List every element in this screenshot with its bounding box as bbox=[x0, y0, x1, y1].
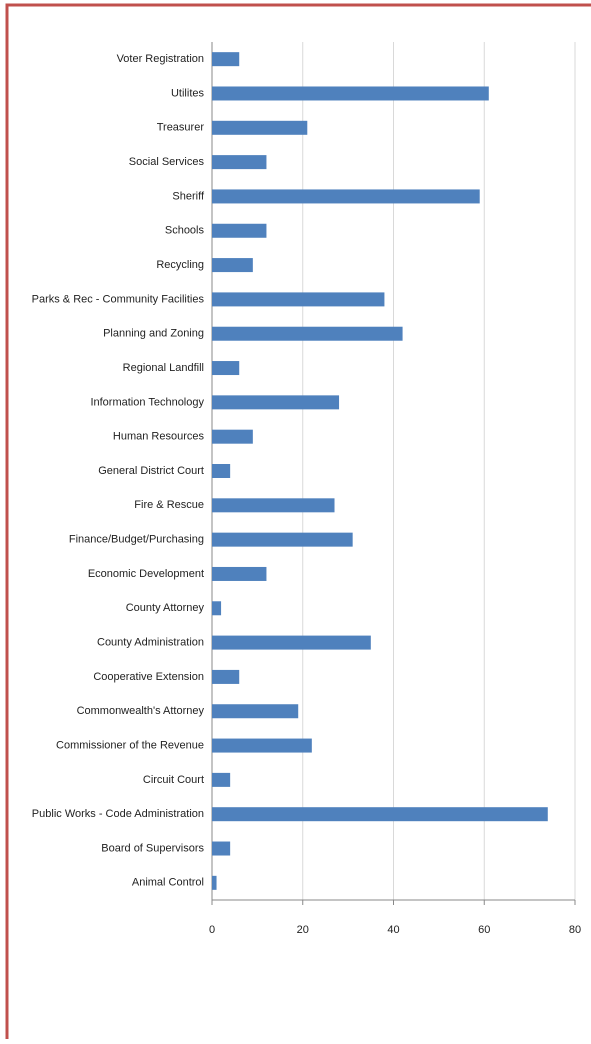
x-tick-label: 80 bbox=[569, 924, 581, 936]
bar bbox=[212, 807, 548, 822]
y-tick-label: Regional Landfill bbox=[123, 362, 204, 374]
bar bbox=[212, 326, 403, 341]
bar bbox=[212, 361, 240, 376]
frame bbox=[5, 3, 591, 1044]
bar bbox=[212, 566, 267, 581]
bar bbox=[212, 292, 385, 307]
y-tick-label: Cooperative Extension bbox=[93, 671, 204, 683]
y-tick-label: Fire & Rescue bbox=[134, 499, 204, 511]
bar bbox=[212, 464, 231, 478]
bar bbox=[212, 669, 240, 684]
y-tick-label: Sheriff bbox=[172, 190, 205, 202]
y-tick-label: County Administration bbox=[97, 637, 204, 649]
y-tick-label: Human Resources bbox=[113, 431, 205, 443]
y-tick-label: Economic Development bbox=[88, 568, 204, 580]
y-tick-label: Board of Supervisors bbox=[101, 842, 204, 854]
bar bbox=[212, 189, 480, 204]
bar bbox=[212, 52, 240, 67]
bar bbox=[212, 258, 253, 273]
y-tick-label: Voter Registration bbox=[117, 53, 204, 65]
y-tick-label: Social Services bbox=[129, 156, 205, 168]
y-tick-label: Parks & Rec - Community Facilities bbox=[32, 293, 205, 305]
bar bbox=[212, 86, 489, 101]
y-tick-label: Information Technology bbox=[90, 396, 204, 408]
y-tick-label: Planning and Zoning bbox=[103, 328, 204, 340]
y-tick-label: General District Court bbox=[98, 465, 204, 477]
bar bbox=[212, 395, 340, 410]
y-tick-label: Finance/Budget/Purchasing bbox=[69, 534, 204, 546]
y-tick-label: Circuit Court bbox=[143, 774, 204, 786]
y-tick-label: Commonwealth's Attorney bbox=[77, 705, 205, 717]
bar bbox=[212, 498, 335, 513]
bar bbox=[212, 429, 253, 444]
y-tick-label: Utilites bbox=[171, 87, 205, 99]
y-tick-label: Treasurer bbox=[157, 122, 205, 134]
y-tick-label: Animal Control bbox=[132, 877, 204, 889]
bar bbox=[212, 704, 299, 719]
x-tick-label: 60 bbox=[478, 924, 490, 936]
x-tick-label: 40 bbox=[387, 924, 399, 936]
bar bbox=[212, 738, 312, 753]
x-tick-label: 20 bbox=[297, 924, 309, 936]
bar bbox=[212, 601, 222, 616]
y-tick-label: Recycling bbox=[156, 259, 204, 271]
y-tick-label: County Attorney bbox=[126, 602, 205, 614]
bar bbox=[212, 223, 267, 238]
y-tick-label: Schools bbox=[165, 225, 205, 237]
bar bbox=[212, 635, 371, 650]
y-tick-label: Public Works - Code Administration bbox=[32, 808, 204, 820]
y-tick-label: Commissioner of the Revenue bbox=[56, 739, 204, 751]
bar bbox=[212, 532, 353, 547]
bar bbox=[212, 875, 217, 890]
x-tick-label: 0 bbox=[209, 924, 215, 936]
bar bbox=[212, 120, 308, 135]
bar bbox=[212, 772, 231, 787]
bar bbox=[212, 155, 267, 170]
bar bbox=[212, 841, 231, 856]
